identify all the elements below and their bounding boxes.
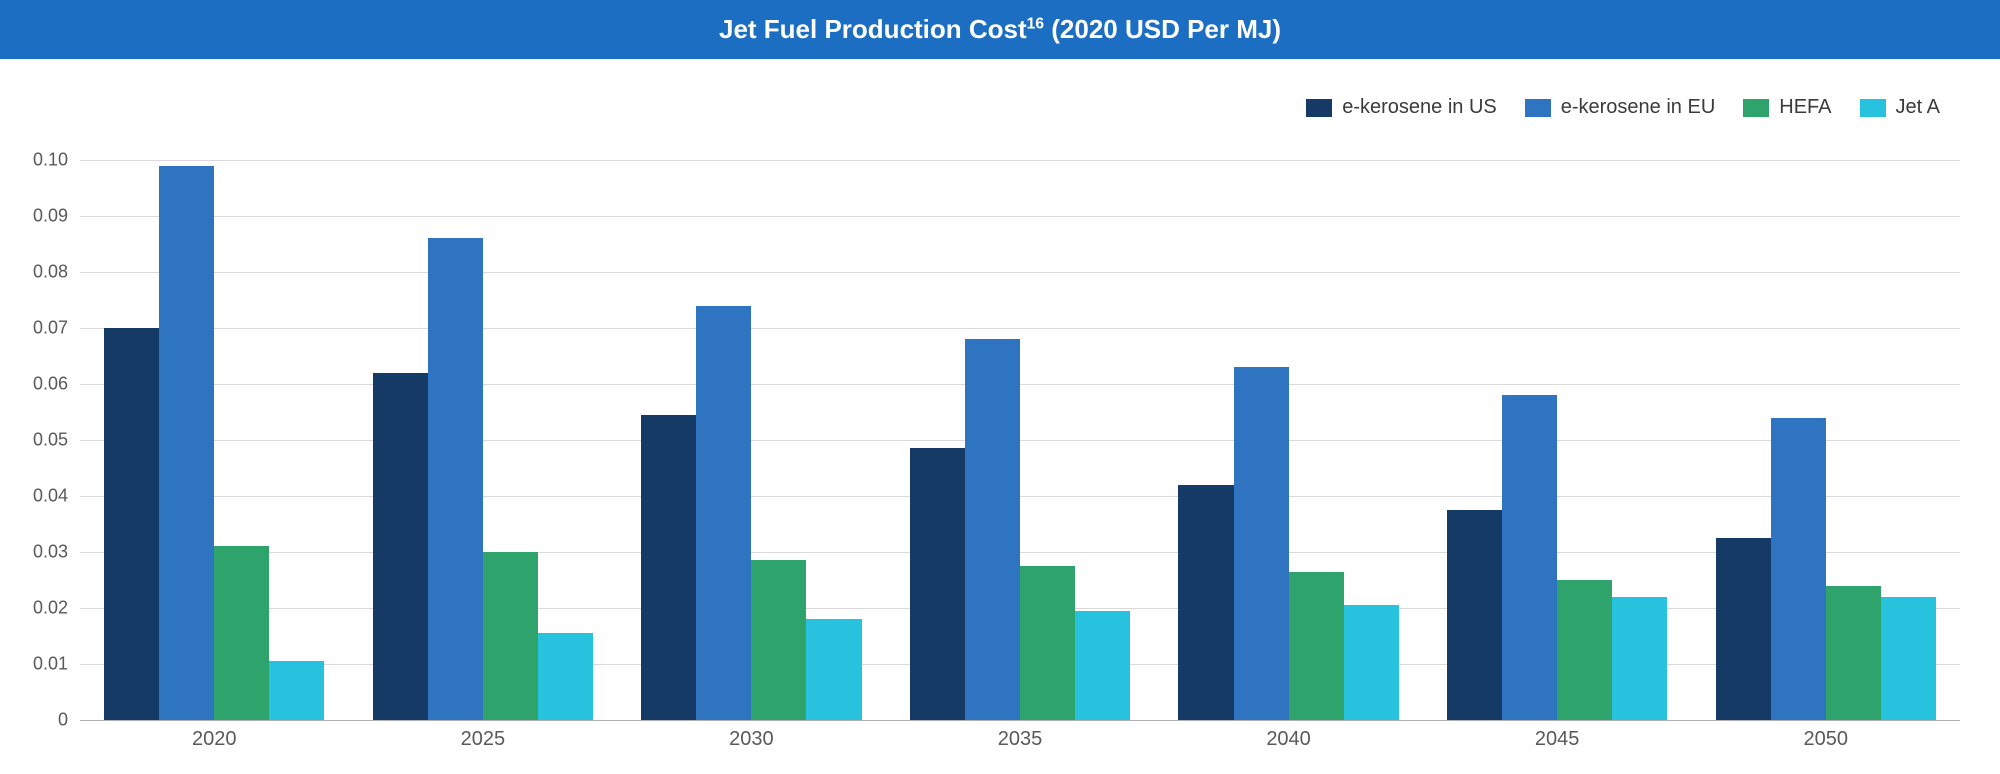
bar	[806, 619, 861, 720]
legend-swatch	[1525, 99, 1551, 117]
bar	[1771, 418, 1826, 720]
x-tick-label: 2020	[192, 728, 237, 751]
chart-title-sup: 16	[1027, 15, 1044, 32]
bar	[269, 661, 324, 720]
bar	[1020, 566, 1075, 720]
y-tick-label: 0.02	[33, 598, 80, 619]
legend-item: Jet A	[1860, 96, 1940, 119]
bar	[696, 306, 751, 720]
bars-layer	[80, 160, 1960, 720]
chart-root: Jet Fuel Production Cost16 (2020 USD Per…	[0, 0, 2000, 774]
bar	[1447, 510, 1502, 720]
y-tick-label: 0.07	[33, 318, 80, 339]
bar	[1289, 572, 1344, 720]
x-tick-label: 2030	[729, 728, 774, 751]
bar	[538, 633, 593, 720]
legend-swatch	[1860, 99, 1886, 117]
bar	[910, 448, 965, 720]
y-tick-label: 0.10	[33, 150, 80, 171]
x-tick-label: 2040	[1266, 728, 1311, 751]
bar	[1178, 485, 1233, 720]
y-tick-label: 0.01	[33, 654, 80, 675]
legend-label: e-kerosene in US	[1342, 96, 1497, 119]
chart-title-bar: Jet Fuel Production Cost16 (2020 USD Per…	[0, 0, 2000, 59]
legend-label: e-kerosene in EU	[1561, 96, 1716, 119]
legend-swatch	[1306, 99, 1332, 117]
y-tick-label: 0.06	[33, 374, 80, 395]
x-tick-label: 2025	[461, 728, 506, 751]
chart-legend: e-kerosene in US e-kerosene in EU HEFA Jet …	[0, 96, 2000, 119]
legend-swatch	[1743, 99, 1769, 117]
x-axis-labels: 2020 2025 2030 2035 2040 2045 2050	[80, 728, 1960, 758]
legend-item: e-kerosene in US	[1306, 96, 1497, 119]
legend-label: HEFA	[1779, 96, 1831, 119]
legend-item: HEFA	[1743, 96, 1831, 119]
chart-title-suffix: (2020 USD Per MJ)	[1044, 14, 1281, 44]
bar	[1344, 605, 1399, 720]
bar	[1716, 538, 1771, 720]
y-tick-label: 0.04	[33, 486, 80, 507]
bar	[104, 328, 159, 720]
y-tick-label: 0.03	[33, 542, 80, 563]
bar	[1502, 395, 1557, 720]
bar	[1234, 367, 1289, 720]
bar	[641, 415, 696, 720]
bar	[373, 373, 428, 720]
x-tick-label: 2050	[1803, 728, 1848, 751]
bar	[214, 546, 269, 720]
legend-item: e-kerosene in EU	[1525, 96, 1716, 119]
bar	[1612, 597, 1667, 720]
bar	[965, 339, 1020, 720]
y-tick-label: 0.05	[33, 430, 80, 451]
chart-title-prefix: Jet Fuel Production Cost	[719, 14, 1027, 44]
x-tick-label: 2045	[1535, 728, 1580, 751]
bar	[159, 166, 214, 720]
y-tick-label: 0	[58, 710, 80, 731]
legend-label: Jet A	[1896, 96, 1940, 119]
bar	[1881, 597, 1936, 720]
bar	[428, 238, 483, 720]
gridline	[80, 720, 1960, 721]
bar	[483, 552, 538, 720]
plot-area: 00.010.020.030.040.050.060.070.080.090.1…	[80, 160, 1960, 720]
bar	[1557, 580, 1612, 720]
bar	[1075, 611, 1130, 720]
y-tick-label: 0.09	[33, 206, 80, 227]
x-tick-label: 2035	[998, 728, 1043, 751]
y-tick-label: 0.08	[33, 262, 80, 283]
bar	[751, 560, 806, 720]
bar	[1826, 586, 1881, 720]
